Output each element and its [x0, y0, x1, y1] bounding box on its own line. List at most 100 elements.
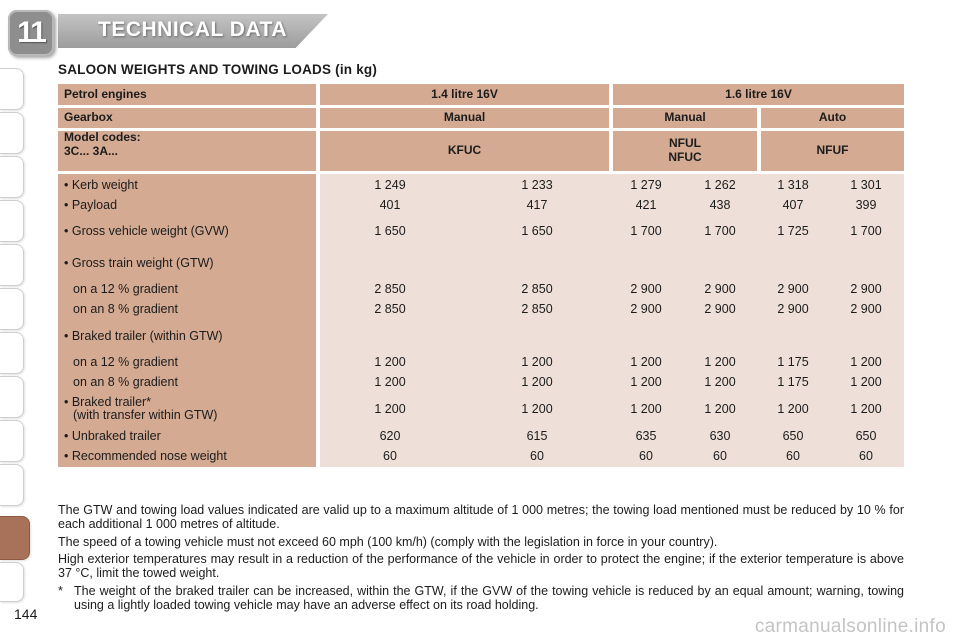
model-col-2-line2: NFUC: [668, 150, 702, 164]
row-value: 401: [379, 198, 401, 212]
row-value: 2 900: [704, 302, 736, 316]
side-tab[interactable]: [0, 376, 24, 418]
gearbox-col-2: Manual: [613, 108, 757, 128]
table-row: on an 8 % gradient 1 200 1 200 1 200 1 2…: [58, 375, 904, 395]
row-value: 1 650: [521, 224, 553, 238]
row-value: 1 700: [850, 224, 882, 238]
row-value: 2 850: [374, 282, 406, 296]
row-value: 1 249: [374, 178, 406, 192]
gearbox-col-3: Auto: [761, 108, 904, 128]
engine-label: Petrol engines: [58, 84, 316, 105]
row-value: 1 318: [777, 178, 809, 192]
row-value: 60: [713, 449, 727, 463]
row-value: 1 175: [777, 355, 809, 369]
row-value: 1 175: [777, 375, 809, 389]
row-value: 1 200: [850, 402, 882, 416]
gearbox-col-1: Manual: [320, 108, 609, 128]
table-body-labels-bg: [58, 174, 316, 467]
row-value: 1 200: [777, 402, 809, 416]
side-tab[interactable]: [0, 156, 24, 198]
row-value: 417: [526, 198, 548, 212]
side-tab[interactable]: [0, 112, 24, 154]
row-label: • Payload: [64, 198, 118, 212]
row-value: 2 900: [630, 282, 662, 296]
row-value: 2 900: [704, 282, 736, 296]
row-value: 2 850: [521, 302, 553, 316]
side-tab[interactable]: [0, 244, 24, 286]
row-label: on a 12 % gradient: [73, 282, 178, 296]
side-tab[interactable]: [0, 420, 24, 462]
table-row: • Recommended nose weight 60 60 60 60 60…: [58, 449, 904, 469]
table-row: on an 8 % gradient 2 850 2 850 2 900 2 9…: [58, 302, 904, 322]
footnote: * The weight of the braked trailer can b…: [58, 583, 904, 613]
row-value: 650: [782, 429, 804, 443]
row-value: 421: [635, 198, 657, 212]
row-value: 1 262: [704, 178, 736, 192]
row-value: 60: [530, 449, 544, 463]
row-value: 1 200: [704, 375, 736, 389]
row-value: 1 200: [374, 375, 406, 389]
model-codes-label-line1: Model codes:: [64, 130, 141, 144]
row-value: 1 279: [630, 178, 662, 192]
row-value: 2 900: [777, 302, 809, 316]
page-number: 144: [14, 606, 38, 622]
row-value: 1 200: [630, 355, 662, 369]
gearbox-label: Gearbox: [58, 108, 316, 128]
table-row-heading: • Gross train weight (GTW): [58, 256, 904, 276]
row-value: 1 700: [630, 224, 662, 238]
side-tab[interactable]: [0, 562, 24, 602]
table-row: • Braked trailer* (with transfer within …: [58, 395, 904, 425]
table-row: • Gross vehicle weight (GVW) 1 650 1 650…: [58, 224, 904, 244]
side-tab[interactable]: [0, 68, 24, 110]
row-label: • Gross vehicle weight (GVW): [64, 224, 229, 238]
row-value: 1 200: [521, 402, 553, 416]
notes: The GTW and towing load values indicated…: [58, 503, 904, 613]
row-value: 438: [709, 198, 731, 212]
row-value: 2 850: [521, 282, 553, 296]
row-label: on a 12 % gradient: [73, 355, 178, 369]
table-row: • Payload 401 417 421 438 407 399: [58, 198, 904, 218]
footnote-mark: *: [58, 583, 63, 598]
table-row: • Unbraked trailer 620 615 635 630 650 6…: [58, 429, 904, 449]
row-value: 407: [782, 198, 804, 212]
row-value: 620: [379, 429, 401, 443]
row-value: 635: [635, 429, 657, 443]
side-tab[interactable]: [0, 464, 24, 506]
row-label: • Unbraked trailer: [64, 429, 161, 443]
model-col-2: NFUL NFUC: [613, 131, 757, 171]
row-value: 650: [855, 429, 877, 443]
row-value: 1 200: [630, 375, 662, 389]
note-speed: The speed of a towing vehicle must not e…: [58, 534, 718, 549]
row-value: 60: [786, 449, 800, 463]
row-value: 1 200: [374, 402, 406, 416]
row-label: on an 8 % gradient: [73, 375, 178, 389]
model-codes-row: Model codes: 3C... 3A... KFUC NFUL NFUC …: [58, 130, 904, 171]
engine-col-2: 1.6 litre 16V: [613, 84, 904, 105]
row-value: 615: [526, 429, 548, 443]
model-col-2-line1: NFUL: [669, 136, 701, 151]
row-label-line2: (with transfer within GTW): [73, 408, 218, 422]
row-value: 1 200: [704, 402, 736, 416]
chapter-title: TECHNICAL DATA: [98, 18, 287, 41]
model-codes-label-line2: 3C... 3A...: [64, 143, 119, 158]
side-tab[interactable]: [0, 288, 24, 330]
side-tab-active[interactable]: [0, 516, 30, 560]
row-value: 1 200: [521, 375, 553, 389]
row-value: 1 200: [630, 402, 662, 416]
side-tab[interactable]: [0, 200, 24, 242]
row-value: 1 200: [374, 355, 406, 369]
row-value: 1 650: [374, 224, 406, 238]
row-label: • Gross train weight (GTW): [64, 256, 214, 270]
row-value: 2 900: [630, 302, 662, 316]
row-value: 1 200: [521, 355, 553, 369]
table-body-values-bg: [320, 174, 904, 467]
row-value: 1 301: [850, 178, 882, 192]
row-value: 2 900: [850, 302, 882, 316]
side-tab[interactable]: [0, 332, 24, 374]
table-row: on a 12 % gradient 2 850 2 850 2 900 2 9…: [58, 282, 904, 302]
row-value: 2 850: [374, 302, 406, 316]
row-label: • Kerb weight: [64, 178, 138, 192]
row-value: 399: [855, 198, 877, 212]
chapter-number-badge: 11: [8, 10, 54, 56]
row-value: 1 200: [850, 375, 882, 389]
